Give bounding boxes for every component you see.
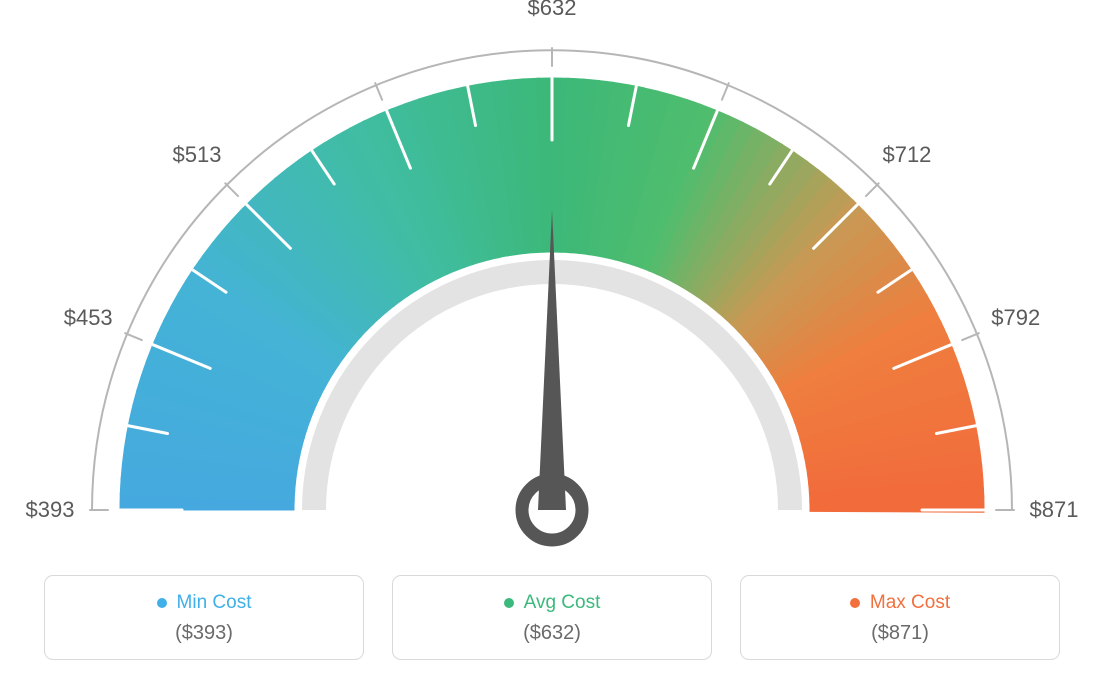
legend-label-max: Max Cost: [870, 592, 950, 614]
legend-value-min: ($393): [45, 622, 363, 645]
gauge-scale-label: $393: [26, 497, 75, 523]
gauge-scale-label: $513: [173, 142, 222, 168]
legend-dot-min: [157, 598, 167, 608]
legend-top: Min Cost: [45, 592, 363, 614]
legend-top: Max Cost: [741, 592, 1059, 614]
legend-row: Min Cost ($393) Avg Cost ($632) Max Cost…: [0, 575, 1104, 660]
gauge-scale-label: $712: [882, 142, 931, 168]
gauge-scale-label: $453: [64, 305, 113, 331]
gauge-scale-label: $632: [528, 0, 577, 21]
legend-card-max: Max Cost ($871): [740, 575, 1060, 660]
legend-value-max: ($871): [741, 622, 1059, 645]
gauge-svg: [0, 0, 1104, 560]
legend-card-avg: Avg Cost ($632): [392, 575, 712, 660]
gauge-scale-label: $792: [991, 305, 1040, 331]
legend-label-min: Min Cost: [177, 592, 252, 614]
legend-label-avg: Avg Cost: [524, 592, 601, 614]
cost-gauge-chart: $393 $453 $513 $632 $712 $792 $871: [0, 0, 1104, 560]
gauge-scale-label: $871: [1030, 497, 1079, 523]
legend-dot-avg: [504, 598, 514, 608]
legend-top: Avg Cost: [393, 592, 711, 614]
legend-dot-max: [850, 598, 860, 608]
legend-card-min: Min Cost ($393): [44, 575, 364, 660]
legend-value-avg: ($632): [393, 622, 711, 645]
